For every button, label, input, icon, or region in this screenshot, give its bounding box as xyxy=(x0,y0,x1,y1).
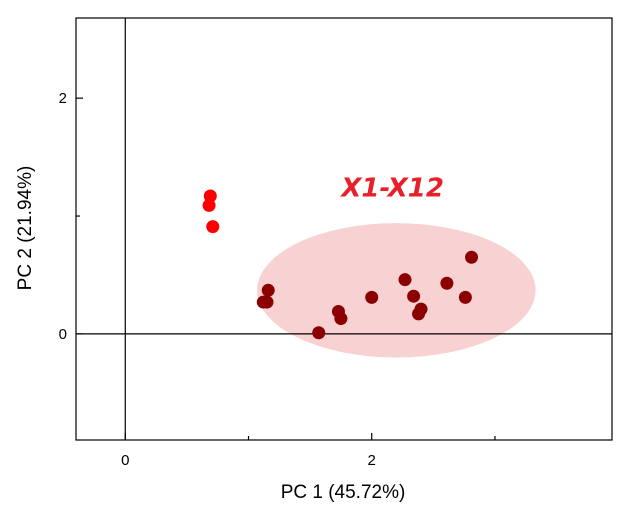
data-point xyxy=(261,283,275,297)
data-point xyxy=(407,289,421,303)
annotation-label: X1-X12 xyxy=(339,173,444,203)
data-point xyxy=(312,326,326,340)
points-layer xyxy=(202,189,479,340)
ellipse-layer xyxy=(257,223,536,358)
data-point xyxy=(365,290,379,304)
x-tick-label: 0 xyxy=(121,452,129,469)
zero-lines-layer xyxy=(76,18,612,440)
data-point xyxy=(334,312,348,326)
y-axis-title: PC 2 (21.94%) xyxy=(15,166,36,291)
data-point xyxy=(465,250,479,264)
y-tick-label: 2 xyxy=(59,90,67,107)
data-point xyxy=(203,189,217,203)
axes-layer xyxy=(75,17,613,441)
x-axis-title: PC 1 (45.72%) xyxy=(281,482,406,503)
data-point xyxy=(202,198,216,212)
x-tick-label: 2 xyxy=(368,452,376,469)
data-point xyxy=(414,302,428,316)
tick-labels-layer: 0 2 0 2 xyxy=(59,90,376,469)
data-point xyxy=(398,273,412,287)
group-ellipse xyxy=(257,223,536,358)
annotation-layer: X1-X12 xyxy=(339,173,444,203)
data-point xyxy=(206,220,220,234)
y-tick-label: 0 xyxy=(59,326,67,343)
data-point xyxy=(440,276,454,290)
data-point xyxy=(458,290,472,304)
plot-frame xyxy=(75,17,613,441)
data-point xyxy=(260,295,274,309)
